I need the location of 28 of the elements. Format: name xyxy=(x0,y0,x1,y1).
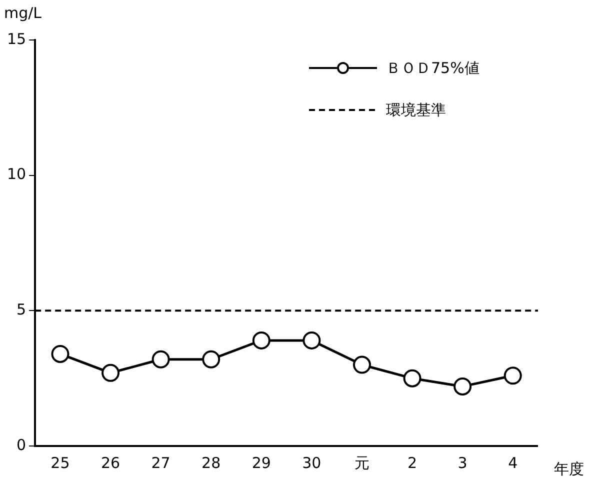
legend-label: 環境基準 xyxy=(386,100,446,120)
point xyxy=(152,350,170,368)
y-tick-label: 0 xyxy=(16,436,26,454)
x-tick-label: 3 xyxy=(458,454,468,472)
x-tick-label: 26 xyxy=(100,454,120,472)
legend-label: ＢＯＤ75%値 xyxy=(386,58,480,78)
point xyxy=(403,369,422,388)
x-tick-label: 4 xyxy=(508,454,518,472)
y-tick-label: 10 xyxy=(6,165,26,184)
x-tick-label: 25 xyxy=(50,454,70,472)
point xyxy=(302,331,321,350)
point xyxy=(504,366,522,385)
x-tick-label: 28 xyxy=(202,454,221,472)
y-tick-label: 5 xyxy=(16,300,26,319)
point xyxy=(252,331,270,350)
point xyxy=(51,344,70,363)
point xyxy=(352,356,371,374)
x-tick-label: 30 xyxy=(302,454,322,472)
y-axis-title: mg/L xyxy=(4,4,42,22)
point xyxy=(202,350,220,368)
point xyxy=(454,377,472,396)
x-tick-label: 29 xyxy=(252,454,271,472)
point xyxy=(102,364,120,382)
x-tick-label: 2 xyxy=(408,454,418,472)
x-tick-label: 元 xyxy=(354,454,370,472)
x-axis-title: 年度 xyxy=(554,460,584,478)
x-tick-label: 27 xyxy=(151,454,170,472)
y-tick-label: 15 xyxy=(6,30,26,48)
